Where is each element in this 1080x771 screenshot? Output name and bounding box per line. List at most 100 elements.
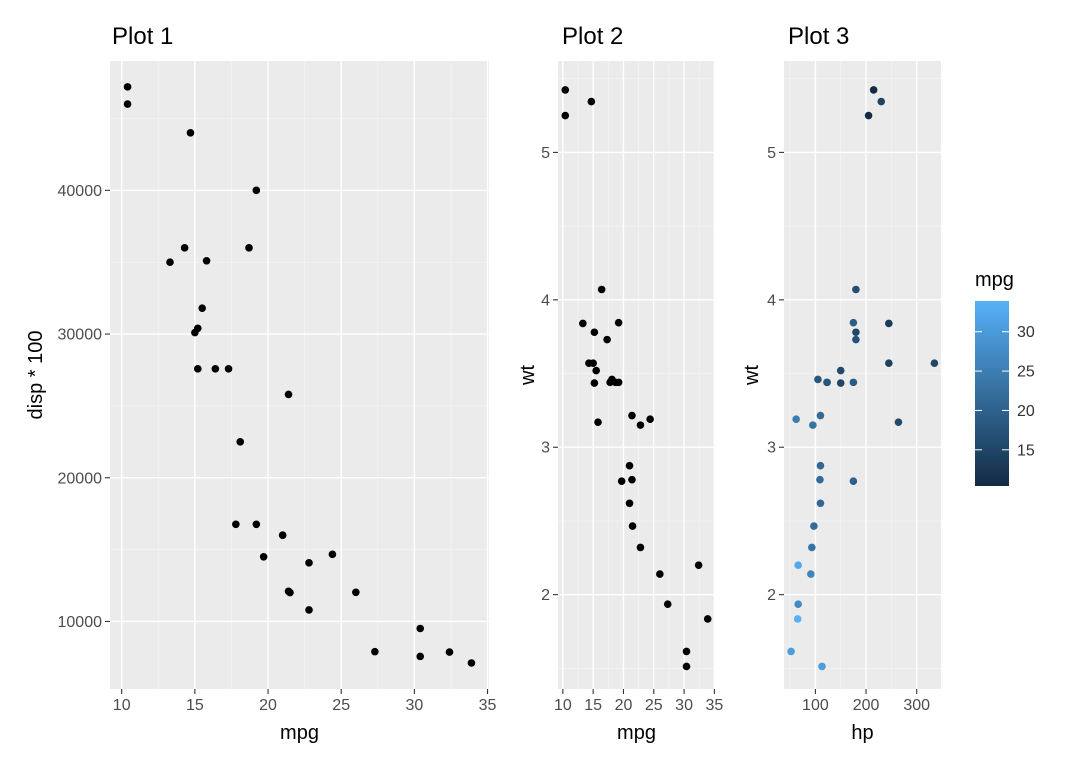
data-point <box>682 647 691 656</box>
y-axis-title: wt <box>517 365 539 386</box>
data-point <box>816 475 824 484</box>
y-tick-label: 2 <box>767 587 776 604</box>
data-point <box>869 86 878 94</box>
data-point <box>852 285 860 294</box>
data-point <box>186 129 195 137</box>
data-point <box>810 522 818 530</box>
data-point <box>416 652 425 661</box>
data-point <box>816 411 825 420</box>
panel-background <box>110 61 489 689</box>
plot-2: 10 15 20 25 30 35 2 3 4 5 Plot 2 mpg wt <box>517 23 723 744</box>
panel-background <box>784 61 941 689</box>
data-point <box>808 543 816 552</box>
y-axis-title: disp * 100 <box>25 331 47 420</box>
y-tick-label: 5 <box>767 145 776 162</box>
data-point <box>628 411 636 420</box>
data-point <box>816 499 825 508</box>
data-point <box>579 319 587 328</box>
data-point <box>816 461 825 470</box>
legend-tick-label: 25 <box>1017 364 1035 381</box>
y-tick-label: 40000 <box>58 183 103 200</box>
data-point <box>202 256 211 265</box>
data-point <box>224 365 233 373</box>
data-point <box>625 499 634 508</box>
data-point <box>636 543 645 552</box>
data-point <box>636 421 645 429</box>
data-point <box>885 359 893 368</box>
data-point <box>663 600 672 609</box>
data-point <box>606 378 614 387</box>
data-point <box>561 86 570 94</box>
x-tick-label: 20 <box>259 697 277 714</box>
legend-tick-label: 30 <box>1017 324 1035 341</box>
data-point <box>191 328 199 337</box>
data-point <box>166 258 174 266</box>
data-point <box>836 379 845 387</box>
y-tick-label: 20000 <box>58 470 103 487</box>
x-tick-label: 300 <box>903 697 930 714</box>
data-point <box>617 477 626 485</box>
x-tick-label: 10 <box>113 697 131 714</box>
y-tick-label: 3 <box>541 440 550 457</box>
plot-3: 100 200 300 2 3 4 5 Plot 3 hp wt <box>741 23 941 744</box>
data-point <box>245 244 253 252</box>
data-point <box>594 418 602 426</box>
data-point <box>849 477 858 485</box>
data-point <box>284 587 293 596</box>
plot-title: Plot 1 <box>112 23 173 50</box>
data-point <box>232 520 240 529</box>
data-point <box>193 365 202 373</box>
data-point <box>259 552 268 561</box>
data-point <box>198 304 206 312</box>
data-point <box>694 561 703 569</box>
x-tick-label: 30 <box>675 697 693 714</box>
data-point <box>305 606 313 614</box>
data-point <box>252 520 261 529</box>
data-point <box>284 390 293 399</box>
data-point <box>603 335 611 344</box>
data-point <box>703 615 712 623</box>
data-point <box>793 615 802 623</box>
x-tick-label: 25 <box>645 697 663 714</box>
legend-title: mpg <box>975 269 1014 291</box>
x-axis-title: mpg <box>617 722 656 744</box>
data-point <box>614 318 623 327</box>
y-tick-label: 4 <box>541 292 550 309</box>
legend-colorbar <box>975 301 1009 486</box>
data-point <box>587 97 596 106</box>
data-point <box>877 97 886 106</box>
data-point <box>211 365 220 373</box>
data-point <box>849 318 858 327</box>
data-point <box>592 366 600 375</box>
legend-tick-label: 20 <box>1017 403 1035 420</box>
x-tick-label: 35 <box>479 697 497 714</box>
data-point <box>416 624 425 633</box>
y-tick-label: 4 <box>767 292 776 309</box>
data-point <box>590 328 599 337</box>
data-point <box>352 588 360 597</box>
plot-title: Plot 3 <box>788 23 849 50</box>
data-point <box>561 111 570 120</box>
data-point <box>597 285 606 294</box>
data-point <box>328 550 337 559</box>
data-point <box>849 378 858 387</box>
data-point <box>656 570 664 578</box>
plot-1: 10 15 20 25 30 35 10000 20000 30000 40000 Plot 1 mp… <box>25 23 497 744</box>
data-point <box>852 335 860 344</box>
data-point <box>864 111 873 120</box>
x-tick-label: 10 <box>554 697 572 714</box>
data-point <box>794 561 802 569</box>
y-tick-label: 5 <box>541 145 550 162</box>
x-tick-label: 200 <box>853 697 880 714</box>
data-point <box>792 415 800 424</box>
data-point <box>823 378 831 387</box>
x-tick-label: 35 <box>705 697 723 714</box>
data-point <box>836 366 845 375</box>
data-point <box>305 559 313 567</box>
x-tick-label: 25 <box>332 697 350 714</box>
x-axis-title: mpg <box>280 722 319 744</box>
x-tick-label: 15 <box>584 697 602 714</box>
data-point <box>894 418 903 426</box>
y-tick-label: 10000 <box>58 614 103 631</box>
